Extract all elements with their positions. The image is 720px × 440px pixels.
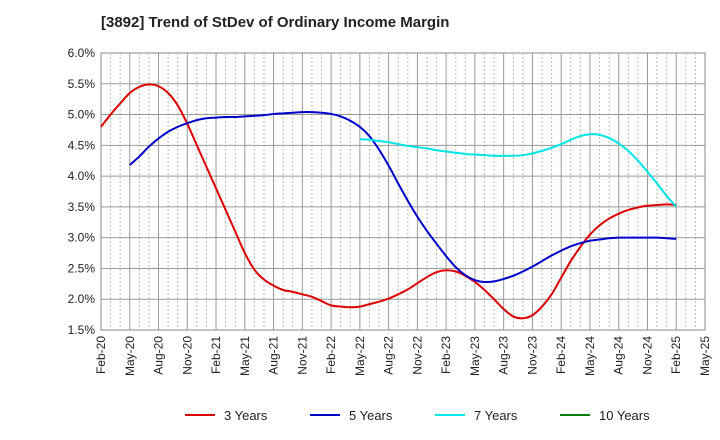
chart-title: [3892] Trend of StDev of Ordinary Income… xyxy=(101,14,450,31)
x-tick-label: Feb-25 xyxy=(669,336,683,374)
x-tick-label: Aug-20 xyxy=(152,336,166,375)
x-tick-label: Feb-24 xyxy=(554,336,568,374)
legend: 3 Years 5 Years 7 Years 10 Years xyxy=(185,408,650,423)
x-tick-label: Feb-23 xyxy=(439,336,453,374)
x-tick-label: Feb-20 xyxy=(94,336,108,374)
y-tick-label: 4.5% xyxy=(68,138,96,152)
series-line-7-years xyxy=(359,133,677,208)
y-tick-label: 5.5% xyxy=(68,77,96,91)
y-axis-tick-labels: 6.0% 5.5% 5.0% 4.5% 4.0% 3.5% 3.0% 2.5% 2.0% 1.5% xyxy=(68,46,96,337)
x-tick-label: Nov-23 xyxy=(525,336,539,375)
x-tick-label: Nov-20 xyxy=(180,336,194,375)
legend-label-5-years: 5 Years xyxy=(349,408,393,423)
legend-label-10-years: 10 Years xyxy=(599,408,650,423)
y-tick-label: 6.0% xyxy=(68,46,96,60)
x-tick-label: May-23 xyxy=(468,336,482,376)
x-tick-label: Feb-22 xyxy=(324,336,338,374)
y-tick-label: 1.5% xyxy=(68,323,96,337)
x-tick-label: Aug-21 xyxy=(267,336,281,375)
x-tick-label: May-20 xyxy=(123,336,137,376)
y-tick-label: 3.0% xyxy=(68,231,96,245)
x-tick-label: Nov-22 xyxy=(410,336,424,375)
y-tick-label: 5.0% xyxy=(68,108,96,122)
legend-label-3-years: 3 Years xyxy=(224,408,268,423)
x-tick-label: May-21 xyxy=(238,336,252,376)
x-tick-label: May-24 xyxy=(583,336,597,376)
y-tick-label: 4.0% xyxy=(68,169,96,183)
y-tick-label: 2.5% xyxy=(68,261,96,275)
x-tick-label: May-22 xyxy=(353,336,367,376)
legend-label-7-years: 7 Years xyxy=(474,408,518,423)
series-lines xyxy=(100,83,677,320)
x-tick-label: Nov-24 xyxy=(640,336,654,375)
series-line-5-years xyxy=(129,111,677,284)
y-tick-label: 2.0% xyxy=(68,292,96,306)
x-tick-label: Nov-21 xyxy=(295,336,309,375)
x-tick-label: Aug-24 xyxy=(612,336,626,375)
x-tick-label: Aug-22 xyxy=(382,336,396,375)
vertical-gridlines xyxy=(110,53,696,330)
x-axis-tick-labels: Feb-20 May-20 Aug-20 Nov-20 Feb-21 May-21 Aug-… xyxy=(94,336,712,376)
x-tick-label: May-25 xyxy=(698,336,712,376)
x-tick-label: Aug-23 xyxy=(497,336,511,375)
horizontal-gridlines xyxy=(101,83,705,300)
series-line-3-years xyxy=(100,83,677,320)
y-tick-label: 3.5% xyxy=(68,200,96,214)
x-tick-label: Feb-21 xyxy=(209,336,223,374)
